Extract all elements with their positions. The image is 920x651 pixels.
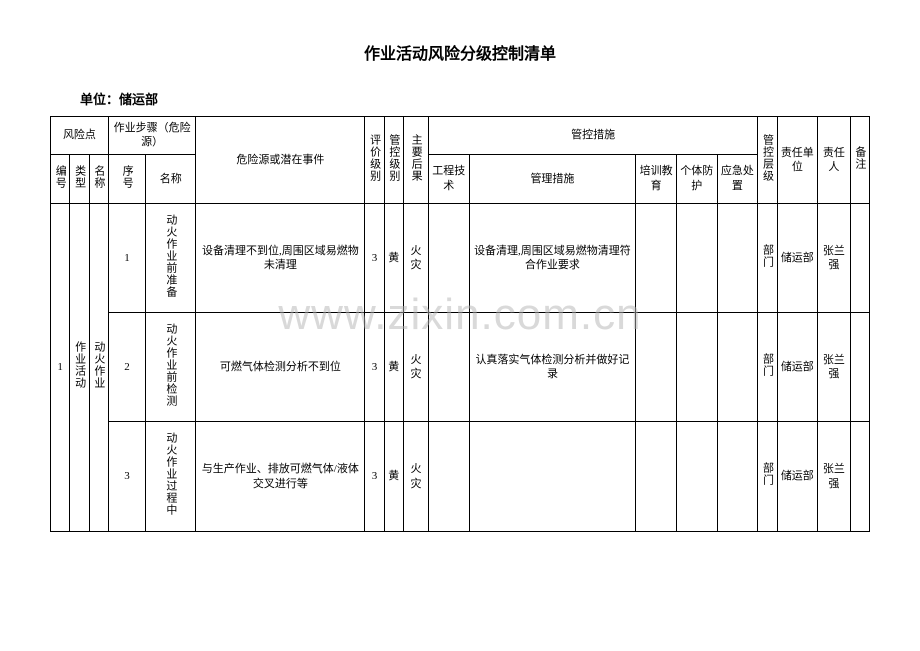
unit-label: 单位：储运部 [80, 89, 870, 108]
cell-training [636, 313, 677, 422]
cell-name: 动火作业 [89, 203, 108, 531]
header-control-level: 管控级别 [384, 117, 403, 204]
header-work-step: 作业步骤（危险源） [108, 117, 195, 155]
cell-protect [676, 422, 717, 531]
cell-type: 作业活动 [70, 203, 89, 531]
header-resp-unit: 责任单位 [777, 117, 818, 204]
cell-emergency [717, 203, 758, 312]
cell-eng-tech [428, 313, 469, 422]
cell-sub-seq: 2 [108, 313, 145, 422]
header-type: 类型 [70, 154, 89, 203]
cell-sub-name: 动火作业前准备 [146, 203, 196, 312]
header-mgmt-measure: 管理措施 [469, 154, 636, 203]
cell-eval-level: 3 [365, 422, 384, 531]
header-protect: 个体防护 [676, 154, 717, 203]
header-eval-level: 评价级别 [365, 117, 384, 204]
cell-emergency [717, 313, 758, 422]
header-remark: 备注 [850, 117, 869, 204]
cell-training [636, 203, 677, 312]
cell-resp-unit: 储运部 [777, 422, 818, 531]
header-emergency: 应急处置 [717, 154, 758, 203]
cell-resp-unit: 储运部 [777, 203, 818, 312]
header-eng-tech: 工程技术 [428, 154, 469, 203]
cell-sub-seq: 1 [108, 203, 145, 312]
cell-sub-name: 动火作业过程中 [146, 422, 196, 531]
cell-remark [850, 203, 869, 312]
cell-resp-person: 张兰强 [818, 313, 850, 422]
header-control-measures: 管控措施 [428, 117, 757, 155]
header-resp-person: 责任人 [818, 117, 850, 204]
cell-mgmt-measure [469, 422, 636, 531]
cell-control-level: 黄 [384, 313, 403, 422]
cell-resp-unit: 储运部 [777, 313, 818, 422]
table-row: 2 动火作业前检测 可燃气体检测分析不到位 3 黄 火灾 认真落实气体检测分析并… [51, 313, 870, 422]
header-name: 名称 [89, 154, 108, 203]
cell-remark [850, 422, 869, 531]
cell-control-level: 黄 [384, 422, 403, 531]
cell-resp-person: 张兰强 [818, 203, 850, 312]
table-row: 1 作业活动 动火作业 1 动火作业前准备 设备清理不到位,周围区域易燃物未清理… [51, 203, 870, 312]
cell-eval-level: 3 [365, 203, 384, 312]
cell-sub-name: 动火作业前检测 [146, 313, 196, 422]
cell-resp-person: 张兰强 [818, 422, 850, 531]
cell-consequence: 火灾 [403, 203, 428, 312]
cell-mgmt-measure: 认真落实气体检测分析并做好记录 [469, 313, 636, 422]
cell-emergency [717, 422, 758, 531]
cell-protect [676, 203, 717, 312]
cell-training [636, 422, 677, 531]
header-training: 培训教育 [636, 154, 677, 203]
cell-hazard: 与生产作业、排放可燃气体/液体交叉进行等 [196, 422, 365, 531]
header-sub-seq: 序号 [108, 154, 145, 203]
header-hazard-event: 危险源或潜在事件 [196, 117, 365, 204]
cell-hazard: 可燃气体检测分析不到位 [196, 313, 365, 422]
cell-remark [850, 313, 869, 422]
table-row: 3 动火作业过程中 与生产作业、排放可燃气体/液体交叉进行等 3 黄 火灾 部门… [51, 422, 870, 531]
cell-sub-seq: 3 [108, 422, 145, 531]
cell-seq-no: 1 [51, 203, 70, 531]
cell-protect [676, 313, 717, 422]
header-sub-name: 名称 [146, 154, 196, 203]
header-seq-no: 编号 [51, 154, 70, 203]
cell-layer: 部门 [758, 313, 777, 422]
cell-layer: 部门 [758, 422, 777, 531]
header-control-layer: 管控层级 [758, 117, 777, 204]
cell-eng-tech [428, 422, 469, 531]
risk-table: 风险点 作业步骤（危险源） 危险源或潜在事件 评价级别 管控级别 主要后果 管控… [50, 116, 870, 532]
cell-layer: 部门 [758, 203, 777, 312]
cell-eval-level: 3 [365, 313, 384, 422]
cell-consequence: 火灾 [403, 313, 428, 422]
cell-eng-tech [428, 203, 469, 312]
header-main-consequence: 主要后果 [403, 117, 428, 204]
page-title: 作业活动风险分级控制清单 [50, 40, 870, 64]
cell-consequence: 火灾 [403, 422, 428, 531]
cell-mgmt-measure: 设备清理,周围区域易燃物清理符合作业要求 [469, 203, 636, 312]
cell-hazard: 设备清理不到位,周围区域易燃物未清理 [196, 203, 365, 312]
header-risk-point: 风险点 [51, 117, 109, 155]
cell-control-level: 黄 [384, 203, 403, 312]
